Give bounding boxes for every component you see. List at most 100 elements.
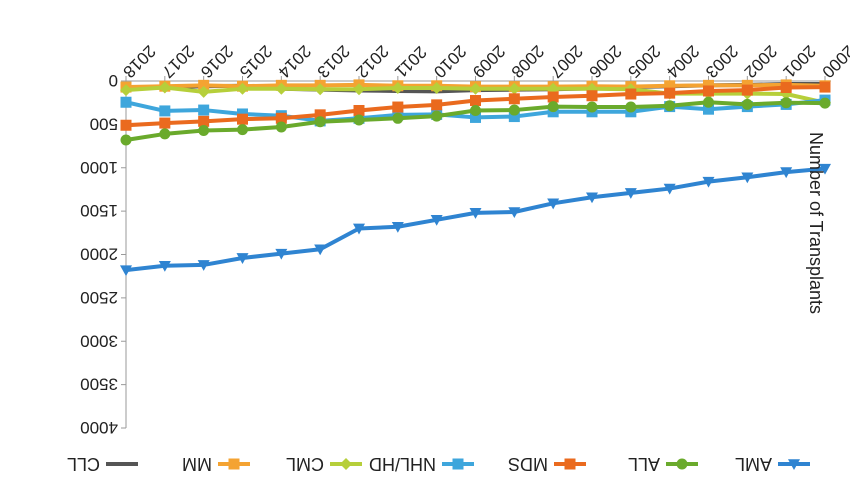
- series-all: [120, 96, 831, 146]
- legend-item-all: ALL: [628, 454, 698, 474]
- legend-item-mm: MM: [182, 454, 250, 474]
- legend-item-cml: CML: [286, 454, 362, 474]
- legend-swatch-marker: [228, 458, 240, 470]
- data-point-all: [819, 97, 831, 109]
- x-tick-label: 2010: [430, 41, 470, 81]
- x-tick-label: 2000: [818, 41, 850, 81]
- data-point-all: [431, 110, 443, 122]
- data-point-all: [159, 128, 171, 140]
- y-tick-label: 1000: [80, 158, 118, 177]
- data-point-cml: [275, 82, 288, 95]
- legend-label: CML: [286, 454, 324, 474]
- data-point-mds: [586, 90, 598, 102]
- data-point-nhl-hd: [120, 96, 132, 108]
- legend-swatch-marker: [564, 458, 576, 470]
- x-tick-label: 2011: [391, 42, 430, 81]
- data-point-mds: [159, 117, 171, 129]
- x-tick-label: 2017: [158, 41, 198, 81]
- y-tick-label: 0: [109, 71, 118, 90]
- x-tick-label: 2007: [546, 41, 586, 81]
- data-point-aml: [702, 176, 715, 188]
- data-point-nhl-hd: [198, 104, 210, 116]
- data-point-aml: [508, 207, 521, 218]
- data-point-mds: [508, 93, 520, 105]
- data-point-aml: [741, 172, 754, 184]
- data-point-all: [353, 114, 365, 126]
- legend-label: MM: [182, 454, 212, 474]
- legend-item-mds: MDS: [508, 454, 586, 474]
- data-point-all: [237, 124, 248, 136]
- data-point-all: [780, 97, 792, 109]
- y-tick-label: 500: [90, 114, 118, 133]
- data-point-aml: [314, 244, 327, 256]
- data-point-aml: [197, 260, 210, 271]
- series-line-aml: [125, 166, 826, 273]
- x-tick-label: 2018: [119, 41, 159, 81]
- data-point-mds: [120, 119, 132, 131]
- y-tick-label: 2000: [80, 245, 118, 264]
- data-point-nhl-hd: [470, 111, 481, 123]
- data-point-mds: [392, 101, 404, 113]
- x-tick-label: 2002: [741, 41, 781, 81]
- legend-label: CLL: [67, 454, 100, 474]
- data-point-mds: [780, 82, 792, 94]
- data-point-all: [120, 134, 132, 146]
- data-point-mm: [198, 79, 210, 91]
- data-point-aml: [275, 248, 288, 260]
- data-point-cml: [236, 82, 249, 95]
- legend-item-cll: CLL: [67, 454, 138, 474]
- data-point-cml: [430, 81, 443, 94]
- series-aml: [120, 163, 831, 277]
- x-tick-label: 2014: [275, 41, 315, 81]
- x-tick-label: 2012: [352, 41, 392, 81]
- data-point-mds: [275, 112, 287, 124]
- data-point-cml: [158, 81, 171, 94]
- y-axis-title: Number of Transplants: [806, 132, 826, 314]
- legend-item-nhl-hd: NHL/HD: [369, 454, 474, 474]
- data-point-all: [664, 100, 676, 112]
- data-point-cml: [197, 85, 210, 98]
- data-point-all: [392, 112, 404, 124]
- data-point-aml: [547, 198, 560, 210]
- data-point-mds: [547, 91, 559, 103]
- data-point-mds: [353, 104, 365, 116]
- data-point-aml: [391, 221, 404, 233]
- data-point-all: [741, 98, 753, 110]
- data-point-all: [625, 101, 637, 113]
- data-point-nhl-hd: [508, 111, 520, 123]
- x-tick-label: 2016: [197, 41, 237, 81]
- data-point-nhl-hd: [159, 105, 171, 117]
- data-point-all: [314, 116, 326, 128]
- data-point-cml: [469, 82, 482, 95]
- data-point-aml: [353, 223, 365, 235]
- series-mds: [120, 81, 831, 131]
- data-point-cml: [353, 83, 365, 96]
- data-point-all: [547, 101, 559, 113]
- data-point-mds: [741, 84, 753, 96]
- data-point-aml: [430, 215, 443, 226]
- legend-swatch-marker: [676, 458, 688, 470]
- y-tick-labels: 0 500 1000 1500 2000 2500 3000 3500 4000: [80, 71, 126, 437]
- axes: [125, 80, 831, 428]
- legend-item-aml: AML: [735, 454, 810, 474]
- data-point-all: [703, 96, 714, 108]
- data-point-cml: [314, 83, 327, 96]
- x-tick-label: 2005: [624, 41, 664, 81]
- data-point-aml: [469, 208, 482, 219]
- legend: AML ALL MDS NHL/HD CML MM CLL: [67, 454, 810, 474]
- legend-label: ALL: [628, 454, 660, 474]
- y-tick-label: 1500: [80, 201, 118, 220]
- data-point-aml: [158, 260, 171, 272]
- legend-swatch-marker: [788, 459, 800, 470]
- x-tick-label: 2004: [663, 41, 703, 81]
- data-point-cml: [391, 81, 404, 94]
- data-point-aml: [819, 163, 831, 175]
- data-point-mds: [625, 88, 637, 100]
- data-point-cml: [508, 82, 521, 95]
- legend-swatch-marker: [340, 458, 352, 470]
- data-point-all: [586, 101, 598, 113]
- series-layer: [120, 79, 831, 277]
- y-tick-label: 2500: [80, 288, 118, 307]
- y-tick-label: 3000: [80, 331, 118, 350]
